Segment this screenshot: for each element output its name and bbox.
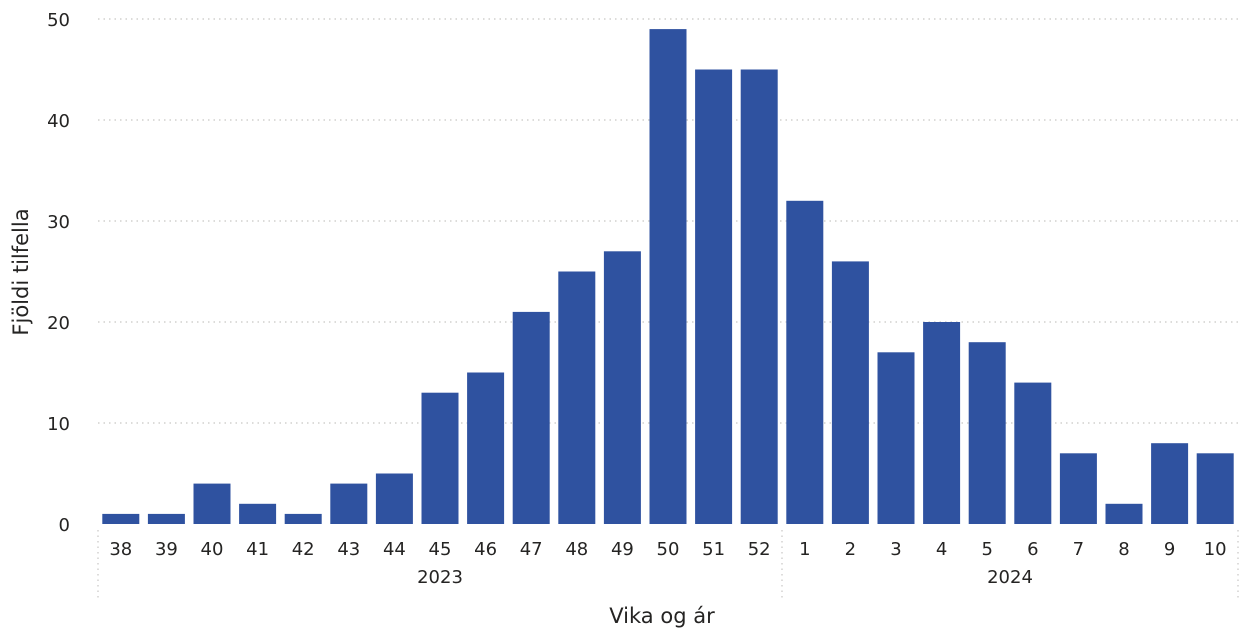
- bar[interactable]: [1105, 503, 1143, 524]
- x-tick-label: 48: [565, 539, 588, 560]
- x-tick-label: 41: [246, 539, 269, 560]
- x-tick-label: 39: [155, 539, 178, 560]
- x-tick-label: 6: [1027, 539, 1038, 560]
- y-axis-ticks: 0 10 20 30 40 50: [47, 10, 70, 536]
- bar[interactable]: [512, 311, 550, 524]
- x-tick-label: 44: [383, 539, 406, 560]
- x-group-label: 2023: [417, 567, 463, 588]
- bar[interactable]: [695, 69, 733, 525]
- bar[interactable]: [923, 322, 961, 524]
- bar[interactable]: [968, 342, 1006, 524]
- x-tick-label: 40: [201, 539, 224, 560]
- bar[interactable]: [740, 69, 778, 525]
- x-tick-label: 51: [702, 539, 725, 560]
- x-tick-label: 43: [337, 539, 360, 560]
- x-tick-label: 10: [1204, 539, 1227, 560]
- y-tick-label: 40: [47, 111, 70, 132]
- bar[interactable]: [193, 483, 231, 524]
- x-tick-label: 2: [845, 539, 856, 560]
- x-tick-label: 38: [109, 539, 132, 560]
- bar[interactable]: [1196, 453, 1234, 524]
- y-tick-label: 30: [47, 212, 70, 233]
- bar[interactable]: [284, 513, 322, 524]
- x-tick-label: 4: [936, 539, 947, 560]
- x-group-label: 2024: [987, 567, 1033, 588]
- bar[interactable]: [1059, 453, 1097, 524]
- bar[interactable]: [877, 352, 915, 524]
- bar[interactable]: [421, 392, 459, 524]
- bar[interactable]: [102, 513, 140, 524]
- x-axis-ticks: 38 39 40 41 42 43 44 45 46 47 48 49 50 51 52 1 2 3 4 5 6 7 8 9 1…: [109, 539, 1226, 560]
- bar[interactable]: [239, 503, 277, 524]
- bar[interactable]: [467, 372, 505, 525]
- x-tick-label: 49: [611, 539, 634, 560]
- x-tick-label: 52: [748, 539, 771, 560]
- x-tick-label: 1: [799, 539, 810, 560]
- bar[interactable]: [1014, 382, 1052, 524]
- x-tick-label: 45: [429, 539, 452, 560]
- y-tick-label: 0: [59, 515, 70, 536]
- x-tick-label: 8: [1118, 539, 1129, 560]
- bar[interactable]: [786, 200, 824, 525]
- x-tick-label: 46: [474, 539, 497, 560]
- x-tick-label: 47: [520, 539, 543, 560]
- bar[interactable]: [147, 513, 185, 524]
- x-tick-label: 42: [292, 539, 315, 560]
- x-axis-year-groups: 2023 2024: [97, 530, 1239, 598]
- y-tick-label: 20: [47, 313, 70, 334]
- bar[interactable]: [831, 261, 869, 524]
- bars: [102, 29, 1234, 525]
- bar[interactable]: [1151, 443, 1189, 524]
- x-tick-label: 3: [890, 539, 901, 560]
- bar[interactable]: [558, 271, 596, 525]
- bar[interactable]: [375, 473, 413, 525]
- x-tick-label: 7: [1073, 539, 1084, 560]
- bar[interactable]: [603, 251, 641, 525]
- x-tick-label: 50: [657, 539, 680, 560]
- y-tick-label: 50: [47, 10, 70, 31]
- y-tick-label: 10: [47, 414, 70, 435]
- x-axis-title: Vika og ár: [609, 604, 715, 628]
- bar[interactable]: [649, 29, 687, 524]
- y-axis-title: Fjöldi tilfella: [9, 208, 33, 335]
- x-tick-label: 9: [1164, 539, 1175, 560]
- bar[interactable]: [330, 483, 368, 524]
- x-tick-label: 5: [981, 539, 992, 560]
